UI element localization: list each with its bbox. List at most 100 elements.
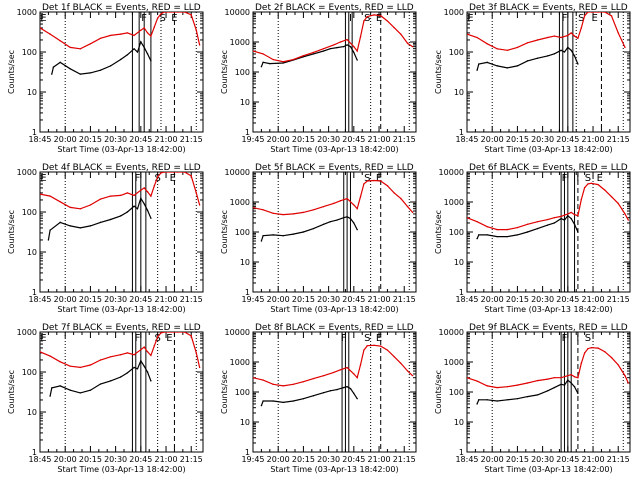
- series-group: [253, 179, 414, 242]
- y-tick-label: 10: [454, 258, 464, 267]
- series-events-point: [99, 69, 102, 71]
- series-events-point: [99, 383, 102, 385]
- flag-label: E: [597, 173, 603, 184]
- series-events-point: [476, 237, 478, 240]
- series-lld-point: [516, 384, 519, 386]
- panel-det-6f: Det 6f BLACK = Events, RED = LLD 1 10 100 10…: [434, 163, 631, 314]
- x-tick-label: 20:15: [79, 455, 102, 464]
- plot-frame: [466, 331, 631, 453]
- series-events-line: [260, 216, 358, 242]
- series-lld-point: [272, 212, 274, 215]
- y-tick-label: 10: [454, 418, 464, 427]
- series-events-point: [59, 221, 61, 224]
- series-events-point: [353, 51, 355, 54]
- series-lld-point: [198, 44, 201, 46]
- series-lld-point: [346, 197, 348, 200]
- series-events-point: [136, 208, 139, 210]
- series-events-point: [109, 380, 112, 382]
- x-tick-label: 21:00: [154, 455, 177, 464]
- series-lld-point: [322, 205, 325, 208]
- series-events-point: [560, 383, 562, 386]
- y-axis-label: Counts/sec: [434, 50, 443, 94]
- panel-title: Det 1f BLACK = Events, RED = LLD: [42, 3, 201, 13]
- x-tick-label: 20:45: [129, 135, 152, 144]
- series-events-point: [478, 63, 480, 65]
- series-group: [40, 172, 201, 241]
- series-events-point: [146, 53, 149, 55]
- series-lld-point: [339, 41, 342, 43]
- series-lld-point: [262, 53, 264, 55]
- series-lld-point: [133, 354, 135, 356]
- series-events-point: [506, 399, 509, 401]
- series-events-point: [136, 51, 139, 53]
- series-lld-point: [553, 376, 556, 379]
- series-lld-point: [292, 58, 295, 61]
- series-lld-point: [198, 204, 201, 206]
- y-tick-label: 10: [454, 88, 464, 97]
- x-tick-label: 21:15: [607, 135, 630, 144]
- flag-label: E: [166, 333, 172, 344]
- series-events-point: [560, 217, 562, 220]
- series-lld-point: [353, 204, 355, 206]
- panel-title: Det 6f BLACK = Events, RED = LLD: [469, 163, 628, 173]
- series-lld-point: [386, 20, 389, 22]
- y-tick-label: 100: [449, 228, 464, 237]
- series-lld-line: [467, 182, 629, 231]
- series-lld-point: [624, 374, 626, 377]
- series-lld-line: [253, 179, 414, 216]
- series-lld-point: [272, 58, 274, 61]
- flag-label: S: [578, 13, 584, 24]
- series-lld-point: [617, 202, 619, 205]
- series-lld-point: [89, 364, 92, 366]
- series-lld-point: [282, 213, 284, 216]
- flag-label: F: [141, 13, 147, 24]
- series-lld-point: [156, 176, 159, 178]
- series-events-point: [47, 239, 50, 241]
- series-lld-point: [627, 382, 630, 384]
- series-lld-point: [624, 213, 626, 215]
- x-tick-label: 21:00: [154, 295, 177, 304]
- series-events-point: [119, 58, 122, 61]
- series-events-point: [343, 216, 345, 219]
- series-events-point: [526, 395, 529, 398]
- x-tick-label: 20:45: [342, 455, 365, 464]
- flag-label: F: [341, 333, 347, 344]
- series-lld-point: [363, 349, 365, 351]
- x-tick-label: 20:15: [506, 135, 529, 144]
- series-lld-point: [79, 208, 82, 210]
- series-events-point: [546, 224, 549, 226]
- series-lld-point: [526, 42, 529, 44]
- series-lld-point: [292, 383, 295, 386]
- series-events-point: [150, 217, 152, 219]
- flag-label: F: [562, 333, 568, 344]
- panel-det-7f: Det 7f BLACK = Events, RED = LLD 1 10 100 10…: [7, 323, 204, 474]
- y-tick-label: 1: [245, 448, 250, 457]
- plot-frame: [39, 11, 204, 133]
- series-lld-point: [79, 366, 82, 369]
- series-lld-point: [580, 27, 582, 29]
- series-events-point: [282, 401, 284, 404]
- x-tick-label: 21:00: [367, 135, 390, 144]
- y-tick-label: 10: [240, 258, 250, 267]
- y-tick-label: 1000: [230, 38, 250, 47]
- series-lld-point: [393, 192, 395, 194]
- x-tick-label: 21:00: [581, 295, 604, 304]
- x-tick-label: 20:45: [556, 455, 579, 464]
- series-events-point: [516, 397, 519, 400]
- series-events-point: [143, 365, 145, 367]
- series-events-point: [506, 235, 509, 238]
- series-lld-point: [143, 187, 145, 189]
- series-lld-point: [467, 33, 468, 35]
- y-tick-label: 1000: [444, 358, 464, 367]
- plot-frame: [252, 11, 417, 133]
- series-lld-point: [587, 183, 589, 185]
- series-events-point: [292, 400, 295, 402]
- series-lld-point: [119, 354, 122, 356]
- series-events-point: [349, 45, 352, 48]
- series-events-point: [269, 62, 271, 65]
- series-lld-point: [119, 194, 122, 197]
- series-lld-point: [590, 346, 593, 349]
- x-tick-label: 21:15: [180, 135, 203, 144]
- series-events-point: [79, 392, 82, 394]
- x-tick-label: 20:00: [54, 455, 77, 464]
